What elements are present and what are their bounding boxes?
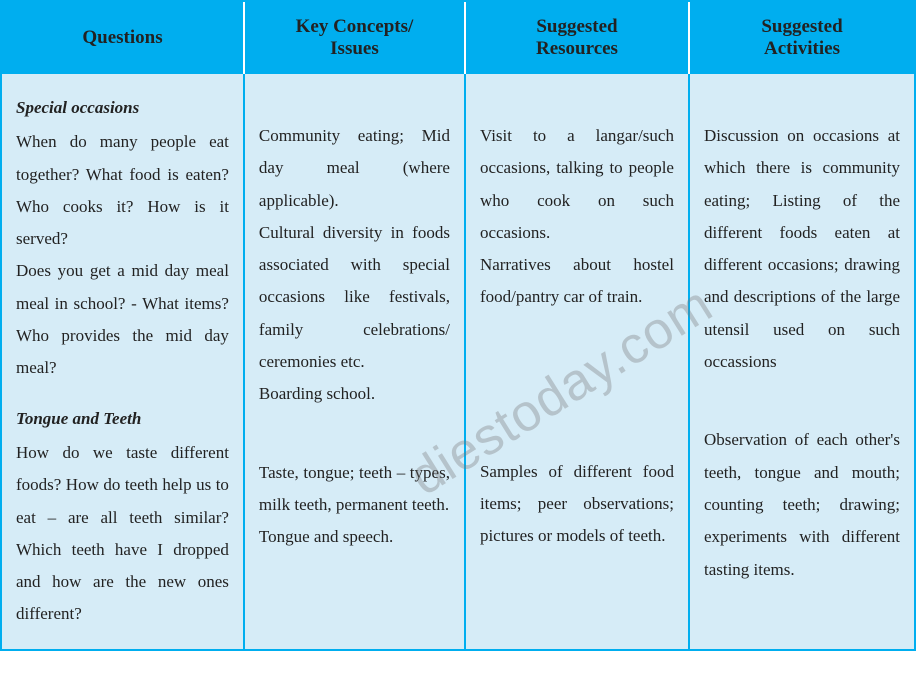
table-header-row: Questions Key Concepts/Issues SuggestedR… (2, 2, 914, 74)
curriculum-table: Questions Key Concepts/Issues SuggestedR… (0, 0, 916, 651)
activities-special-occasions: Discussion on occasions at which there i… (704, 126, 900, 371)
resources-special-occasions: Visit to a langar/such occasions, talkin… (480, 126, 674, 306)
cell-questions: Special occasions When do many people ea… (2, 74, 245, 649)
concepts-special-occasions: Community eating; Mid day meal (where ap… (259, 126, 450, 403)
section-title-special-occasions: Special occasions (16, 92, 229, 124)
questions-special-occasions: When do many people eat together? What f… (16, 132, 229, 377)
col-header-questions: Questions (2, 2, 245, 74)
section-title-tongue-teeth: Tongue and Teeth (16, 403, 229, 435)
col-header-suggested-resources: SuggestedResources (466, 2, 690, 74)
col-header-key-concepts: Key Concepts/Issues (245, 2, 466, 74)
questions-tongue-teeth: How do we taste different foods? How do … (16, 443, 229, 623)
cell-key-concepts: Community eating; Mid day meal (where ap… (245, 74, 466, 649)
resources-tongue-teeth: Samples of different food items; peer ob… (480, 462, 674, 546)
table-body-row: Special occasions When do many people ea… (2, 74, 914, 649)
col-header-suggested-activities: SuggestedActivities (690, 2, 914, 74)
cell-activities: Discussion on occasions at which there i… (690, 74, 914, 649)
concepts-tongue-teeth: Taste, tongue; teeth – types, milk teeth… (259, 463, 450, 547)
cell-resources: Visit to a langar/such occasions, talkin… (466, 74, 690, 649)
activities-tongue-teeth: Observation of each other's teeth, tongu… (704, 430, 900, 578)
